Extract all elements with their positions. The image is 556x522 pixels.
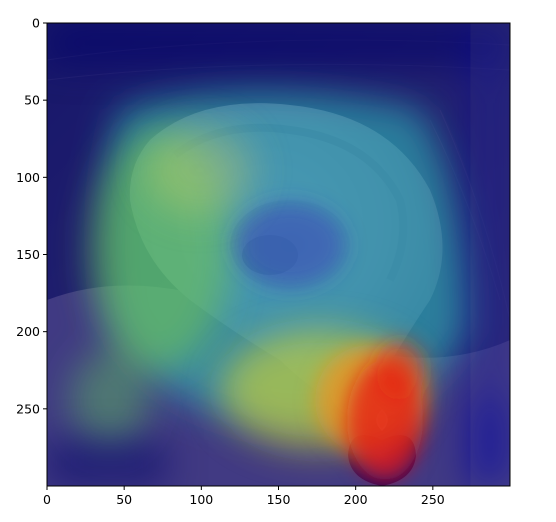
x-tick-label: 150 <box>267 492 291 507</box>
heat-layer-red <box>347 340 425 480</box>
y-tick-label: 0 <box>32 16 40 31</box>
y-axis: 0 50 100 150 200 250 <box>16 16 47 416</box>
x-tick-label: 0 <box>43 492 51 507</box>
y-tick-label: 100 <box>16 170 40 185</box>
y-tick-label: 50 <box>24 93 40 108</box>
y-tick-label: 150 <box>16 247 40 262</box>
heat-layer-concha-blue <box>235 203 345 287</box>
x-tick-label: 200 <box>344 492 368 507</box>
x-axis: 0 50 100 150 200 250 <box>43 486 445 507</box>
heat-layer-corners <box>47 23 510 486</box>
y-tick-label: 250 <box>16 401 40 416</box>
x-tick-label: 50 <box>116 492 132 507</box>
heatmap-image <box>47 23 510 486</box>
x-tick-label: 100 <box>189 492 213 507</box>
x-tick-label: 250 <box>421 492 445 507</box>
y-tick-label: 200 <box>16 324 40 339</box>
